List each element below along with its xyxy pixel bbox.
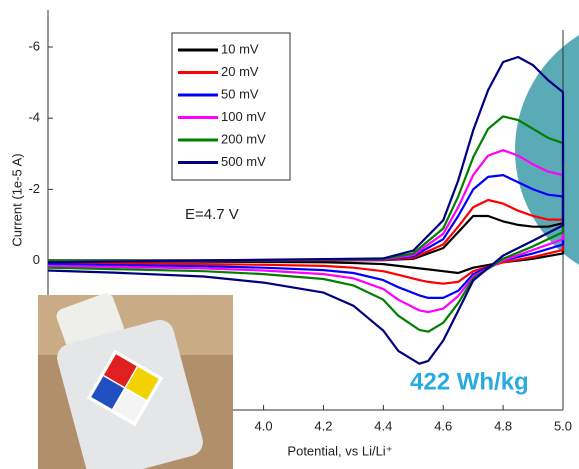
legend-label: 500 mV [221, 154, 266, 169]
x-tick-label: 4.2 [314, 418, 332, 433]
cv-curve [48, 214, 565, 275]
cv-curve [47, 55, 565, 365]
legend-label: 20 mV [221, 64, 259, 79]
legend-box [171, 32, 291, 181]
x-tick-label: 4.0 [255, 418, 273, 433]
legend-label: 200 mV [221, 131, 266, 146]
x-tick-label: 4.8 [494, 418, 512, 433]
x-tick-label: 5.0 [554, 418, 572, 433]
annotation-highlight: 422 Wh/kg [410, 368, 529, 395]
y-tick-label: -4 [28, 110, 40, 125]
y-tick-label: -2 [28, 181, 40, 196]
legend-label: 100 mV [221, 109, 266, 124]
x-tick-label: 4.6 [434, 418, 452, 433]
photo [38, 293, 233, 469]
annotation: E=4.7 V [185, 206, 239, 223]
y-tick-label: 0 [33, 252, 40, 267]
cv-curve [47, 149, 565, 314]
legend-label: 10 mV [221, 41, 259, 56]
x-axis-label: Potential, vs Li/Li⁺ [287, 443, 392, 458]
y-tick-label: -6 [28, 38, 40, 53]
cv-curve [47, 174, 565, 299]
cv-curve [47, 198, 565, 285]
x-tick-label: 4.4 [374, 418, 392, 433]
legend-label: 50 mV [221, 86, 259, 101]
y-axis-label: Current (1e-5 A) [9, 153, 24, 246]
legend: 10 mV 20 mV 50 mV 100 mV 200 mV 500 mV [171, 32, 291, 181]
cv-curve [47, 115, 565, 333]
